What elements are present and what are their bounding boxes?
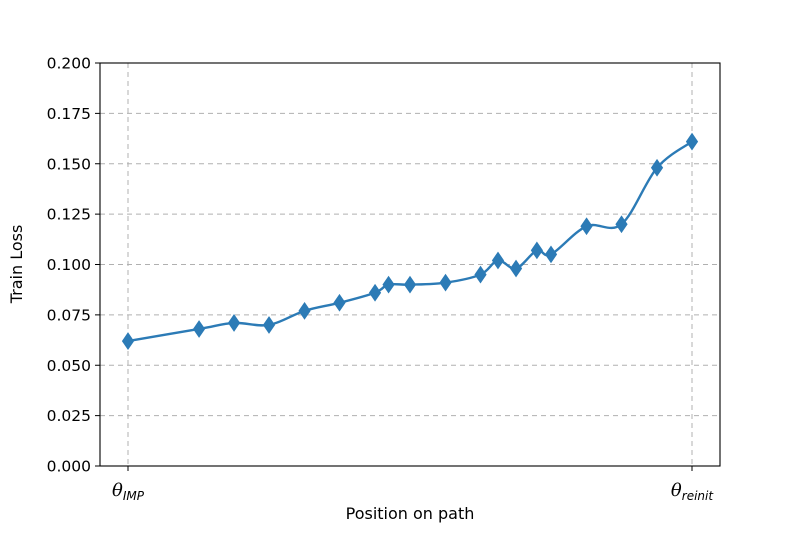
data-point-marker (192, 320, 206, 338)
y-tick-label: 0.000 (47, 458, 91, 476)
x-tick-label: θIMP (112, 480, 145, 503)
grid-lines (100, 62, 720, 467)
series-line (127, 140, 693, 343)
data-point-marker (121, 332, 135, 350)
y-tick-label: 0.200 (47, 55, 91, 73)
marker-layer (121, 132, 699, 350)
y-tick-label: 0.025 (47, 407, 91, 425)
y-axis-label: Train Loss (7, 225, 26, 305)
y-tick-label: 0.150 (47, 155, 91, 173)
y-tick-label: 0.125 (47, 206, 91, 224)
data-point-marker (615, 215, 628, 234)
y-tick-label: 0.100 (47, 256, 91, 274)
data-point-marker (685, 132, 699, 151)
y-tick-label: 0.050 (47, 357, 91, 375)
x-axis-label: Position on path (346, 504, 475, 523)
data-point-marker (227, 314, 241, 332)
y-axis-ticks: 0.000 0.025 0.050 0.075 0.100 0.125 0.150 0.175… (47, 55, 100, 476)
data-point-marker (530, 241, 544, 260)
data-point-marker (544, 245, 558, 264)
data-point-marker (382, 275, 395, 294)
data-point-marker (580, 217, 593, 236)
data-point-marker (298, 301, 311, 320)
data-point-marker (474, 265, 487, 284)
y-tick-label: 0.075 (47, 306, 91, 324)
data-point-marker (509, 259, 523, 278)
x-tick-label: θreinit (671, 480, 714, 503)
data-point-marker (333, 293, 346, 312)
y-tick-label: 0.175 (47, 105, 91, 123)
curve-layer (127, 140, 693, 343)
data-point-marker (262, 316, 276, 334)
data-point-marker (439, 273, 452, 292)
data-point-marker (650, 158, 664, 177)
data-point-marker (368, 283, 382, 302)
data-point-marker (403, 275, 417, 294)
data-point-marker (491, 251, 505, 270)
x-axis-ticks: θIMP θreinit (112, 466, 714, 503)
